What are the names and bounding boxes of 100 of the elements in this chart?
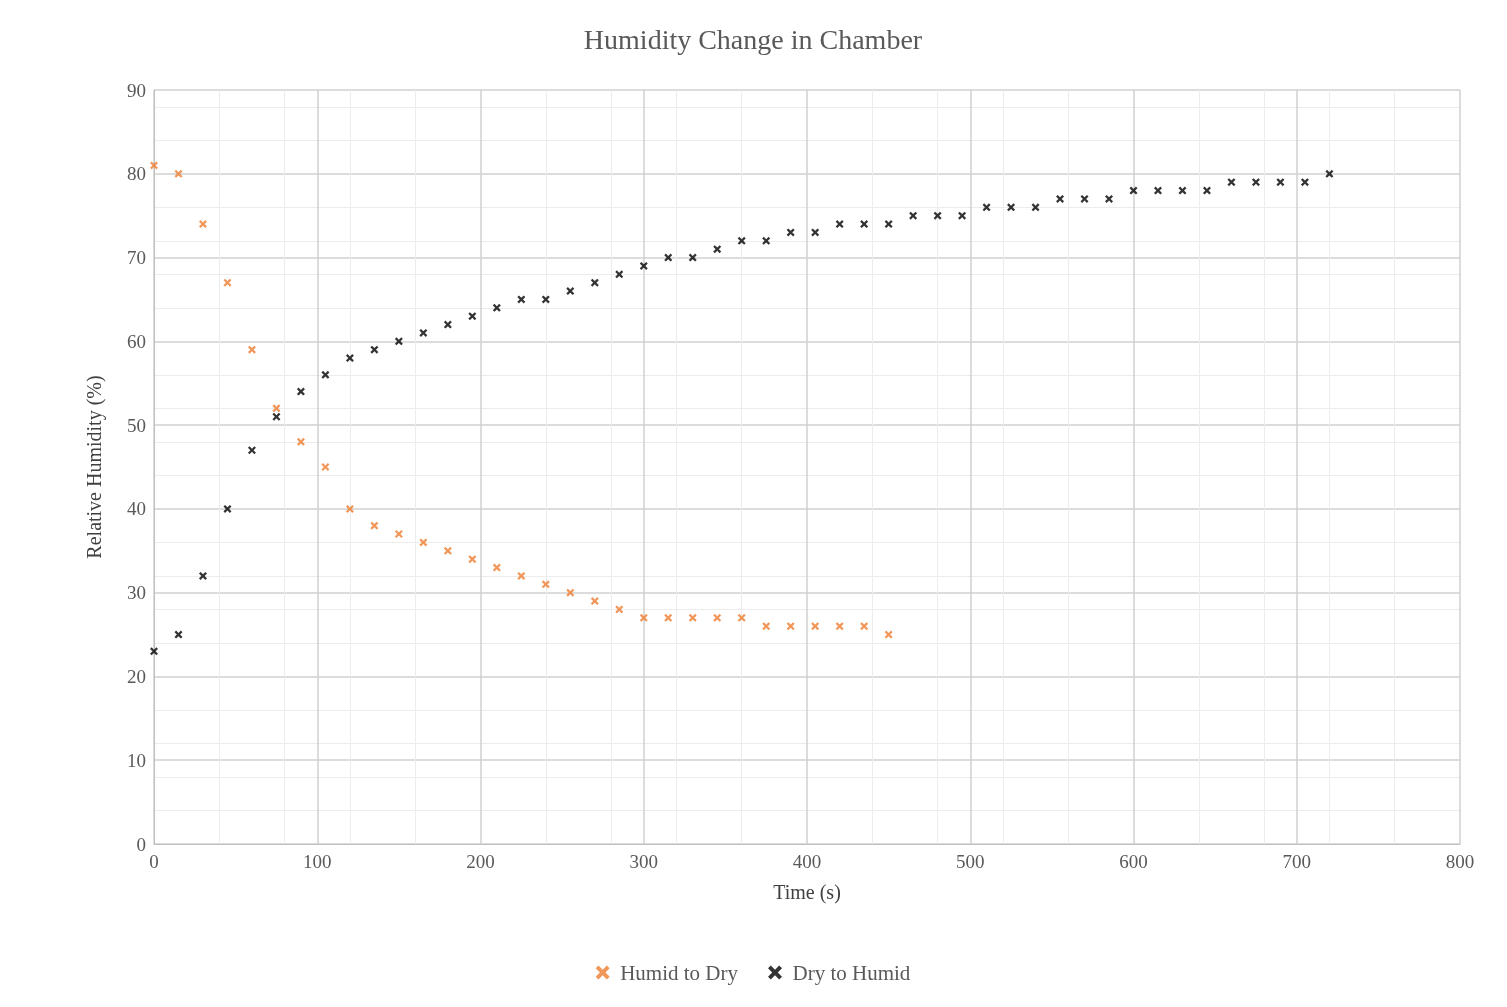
point <box>345 504 354 513</box>
point <box>982 203 991 212</box>
y-tick-label: 40 <box>127 498 146 520</box>
point <box>615 270 624 279</box>
y-tick-label: 70 <box>127 247 146 269</box>
point <box>150 161 158 170</box>
point <box>713 613 722 622</box>
point <box>394 530 403 539</box>
x-tick-label: 400 <box>792 851 822 872</box>
point <box>150 647 158 656</box>
x-tick-label: 300 <box>629 851 658 872</box>
y-tick-label: 90 <box>127 79 146 101</box>
y-tick-label: 10 <box>127 749 146 771</box>
point <box>909 211 918 220</box>
point <box>1007 203 1016 212</box>
point <box>811 228 820 237</box>
x-tick-label: 0 <box>149 851 159 872</box>
x-tick-label: 700 <box>1282 851 1311 872</box>
point <box>835 220 844 229</box>
y-tick-label: 50 <box>127 414 146 436</box>
point <box>223 504 232 513</box>
point <box>688 613 697 622</box>
point <box>566 287 575 296</box>
point <box>1202 186 1211 195</box>
legend-label: Humid to Dry <box>620 960 739 985</box>
point <box>860 622 869 631</box>
point <box>664 253 673 262</box>
point <box>321 463 330 471</box>
point <box>590 597 599 606</box>
x-tick-label: 500 <box>956 851 985 872</box>
point <box>1325 169 1334 178</box>
point <box>468 312 477 321</box>
point <box>394 337 403 346</box>
point <box>468 555 477 564</box>
point <box>1251 178 1260 187</box>
point <box>884 630 893 639</box>
point <box>737 613 746 622</box>
point <box>933 211 942 220</box>
x-tick-label: 800 <box>1445 851 1475 872</box>
point <box>590 278 599 287</box>
point <box>639 261 648 270</box>
point <box>688 253 697 262</box>
point <box>1105 194 1114 203</box>
chart-title: Humidity Change in Chamber <box>583 23 923 55</box>
point <box>566 588 575 597</box>
point <box>1031 203 1040 212</box>
point <box>443 546 452 555</box>
point <box>370 521 379 530</box>
point <box>1227 178 1236 187</box>
point <box>884 220 893 229</box>
point <box>1178 186 1187 195</box>
point <box>1276 178 1285 187</box>
point <box>1129 186 1138 195</box>
point <box>174 630 183 639</box>
y-tick-label: 60 <box>127 330 146 352</box>
point <box>762 236 771 245</box>
point <box>345 354 354 363</box>
point <box>419 328 428 337</box>
legend-label: Dry to Humid <box>792 960 911 985</box>
point <box>321 370 330 379</box>
point <box>198 571 207 580</box>
point <box>737 236 746 245</box>
point <box>247 345 256 354</box>
point <box>1056 194 1065 203</box>
y-tick-label: 0 <box>136 833 146 855</box>
point <box>1080 194 1089 203</box>
point <box>811 622 820 631</box>
y-axis-title: Relative Humidity (%) <box>83 375 106 559</box>
point <box>786 228 795 237</box>
point <box>223 278 232 287</box>
point <box>1300 178 1309 187</box>
y-tick-label: 80 <box>127 163 146 185</box>
x-tick-label: 600 <box>1119 851 1148 872</box>
point <box>664 613 673 622</box>
point <box>517 571 526 580</box>
point <box>1153 186 1162 195</box>
point <box>492 563 501 572</box>
point <box>541 580 550 589</box>
point <box>272 412 281 421</box>
x-tick-label: 100 <box>303 851 332 872</box>
point <box>370 345 379 354</box>
point <box>419 538 428 547</box>
y-tick-label: 20 <box>127 665 146 687</box>
point <box>198 220 207 229</box>
x-tick-label: 200 <box>466 851 495 872</box>
point <box>762 622 771 631</box>
point <box>713 245 722 254</box>
point <box>541 295 550 304</box>
point <box>272 404 281 413</box>
point <box>860 220 869 229</box>
point <box>639 613 648 622</box>
point <box>296 437 305 446</box>
point <box>296 387 305 396</box>
point <box>786 622 795 631</box>
point <box>958 211 967 220</box>
point <box>615 605 624 614</box>
point <box>492 303 501 312</box>
point <box>835 622 844 631</box>
point <box>247 446 256 455</box>
point <box>443 320 452 329</box>
